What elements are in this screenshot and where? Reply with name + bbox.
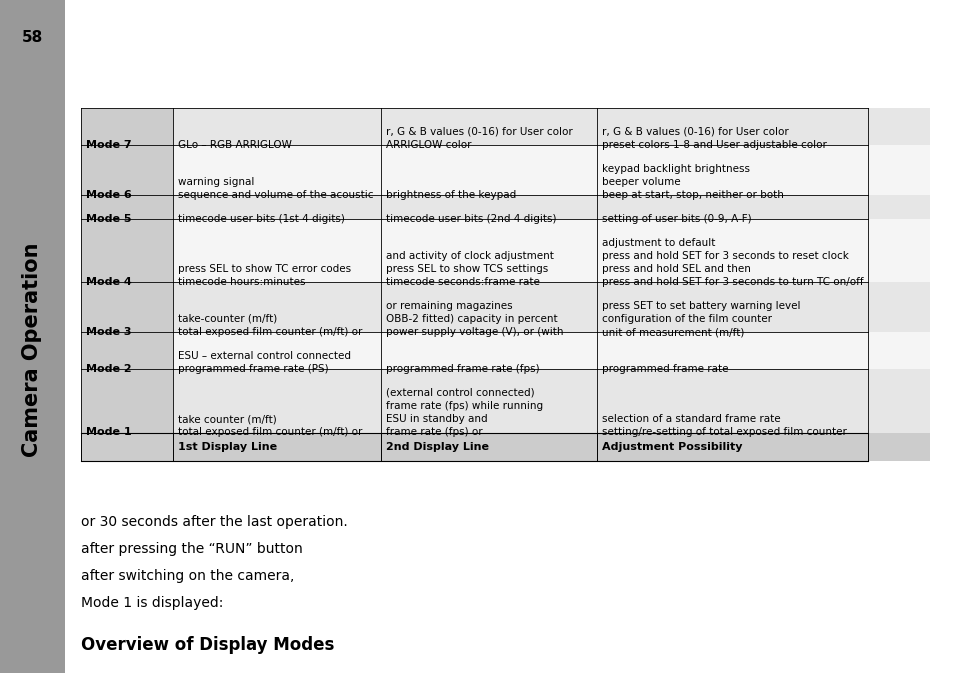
Bar (81, 145, 172, 195)
Text: and activity of clock adjustment: and activity of clock adjustment (385, 250, 553, 260)
Text: frame rate (fps) or: frame rate (fps) or (385, 427, 481, 437)
Text: timecode seconds:frame rate: timecode seconds:frame rate (385, 277, 538, 287)
Text: total exposed film counter (m/ft) or: total exposed film counter (m/ft) or (177, 327, 361, 337)
Text: selection of a standard frame rate: selection of a standard frame rate (601, 414, 780, 424)
Bar (81, 108, 172, 145)
Bar (81, 433, 929, 461)
Bar (81, 369, 172, 433)
Bar (0, 0, 65, 673)
Bar (81, 283, 172, 332)
Bar (81, 283, 929, 332)
Text: 58: 58 (22, 30, 43, 44)
Text: after switching on the camera,: after switching on the camera, (81, 569, 294, 583)
Bar (81, 369, 929, 433)
Bar (81, 219, 929, 283)
Bar (81, 332, 172, 369)
Bar (81, 108, 929, 145)
Text: preset colors 1-8 and User adjustable color: preset colors 1-8 and User adjustable co… (601, 140, 826, 149)
Text: timecode user bits (2nd 4 digits): timecode user bits (2nd 4 digits) (385, 214, 556, 223)
Text: Overview of Display Modes: Overview of Display Modes (81, 636, 335, 654)
Text: 2nd Display Line: 2nd Display Line (385, 442, 488, 452)
Text: programmed frame rate: programmed frame rate (601, 364, 728, 374)
Text: beeper volume: beeper volume (601, 177, 680, 186)
Text: brightness of the keypad: brightness of the keypad (385, 190, 516, 200)
Text: 1st Display Line: 1st Display Line (177, 442, 276, 452)
Text: setting/re-setting of total exposed film counter: setting/re-setting of total exposed film… (601, 427, 846, 437)
Text: Mode 5: Mode 5 (86, 214, 132, 223)
Text: configuration of the film counter: configuration of the film counter (601, 314, 771, 324)
Text: take-counter (m/ft): take-counter (m/ft) (177, 314, 276, 324)
Bar (81, 145, 929, 195)
Text: power supply voltage (V), or (with: power supply voltage (V), or (with (385, 327, 562, 337)
Text: warning signal: warning signal (177, 177, 253, 186)
Text: press and hold SET for 3 seconds to reset clock: press and hold SET for 3 seconds to rese… (601, 250, 848, 260)
Text: total exposed film counter (m/ft) or: total exposed film counter (m/ft) or (177, 427, 361, 437)
Text: programmed frame rate (PS): programmed frame rate (PS) (177, 364, 328, 374)
Text: unit of measurement (m/ft): unit of measurement (m/ft) (601, 327, 743, 337)
Text: Mode 4: Mode 4 (86, 277, 132, 287)
Text: r, G & B values (0-16) for User color: r, G & B values (0-16) for User color (385, 127, 572, 137)
Text: (external control connected): (external control connected) (385, 388, 534, 398)
Text: adjustment to default: adjustment to default (601, 238, 715, 248)
Text: Adjustment Possibility: Adjustment Possibility (601, 442, 741, 452)
Text: ARRIGLOW color: ARRIGLOW color (385, 140, 471, 149)
Text: or 30 seconds after the last operation.: or 30 seconds after the last operation. (81, 515, 348, 529)
Text: Mode 3: Mode 3 (86, 327, 132, 337)
Text: or remaining magazines: or remaining magazines (385, 301, 512, 311)
Text: GLo – RGB ARRIGLOW: GLo – RGB ARRIGLOW (177, 140, 291, 149)
Text: Mode 1: Mode 1 (86, 427, 132, 437)
Text: press SEL to show TCS settings: press SEL to show TCS settings (385, 264, 547, 274)
Text: Mode 6: Mode 6 (86, 190, 132, 200)
Text: Mode 7: Mode 7 (86, 140, 132, 149)
Text: ESU – external control connected: ESU – external control connected (177, 351, 350, 361)
Text: take counter (m/ft): take counter (m/ft) (177, 414, 276, 424)
Text: after pressing the “RUN” button: after pressing the “RUN” button (81, 542, 302, 556)
Text: press SEL to show TC error codes: press SEL to show TC error codes (177, 264, 351, 274)
Text: timecode hours:minutes: timecode hours:minutes (177, 277, 305, 287)
Text: Camera Operation: Camera Operation (23, 243, 42, 457)
Text: Mode 2: Mode 2 (86, 364, 132, 374)
Text: keypad backlight brightness: keypad backlight brightness (601, 164, 749, 174)
Text: setting of user bits (0-9, A-F): setting of user bits (0-9, A-F) (601, 214, 751, 223)
Text: r, G & B values (0-16) for User color: r, G & B values (0-16) for User color (601, 127, 788, 137)
Text: timecode user bits (1st 4 digits): timecode user bits (1st 4 digits) (177, 214, 344, 223)
Text: ESU in standby and: ESU in standby and (385, 414, 487, 424)
Text: programmed frame rate (fps): programmed frame rate (fps) (385, 364, 538, 374)
Text: frame rate (fps) while running: frame rate (fps) while running (385, 401, 542, 411)
Text: OBB-2 fitted) capacity in percent: OBB-2 fitted) capacity in percent (385, 314, 557, 324)
Text: press and hold SET for 3 seconds to turn TC on/off: press and hold SET for 3 seconds to turn… (601, 277, 862, 287)
Bar (81, 219, 172, 283)
Text: press and hold SEL and then: press and hold SEL and then (601, 264, 750, 274)
Bar (81, 332, 929, 369)
Bar (81, 195, 172, 219)
Text: beep at start, stop, neither or both: beep at start, stop, neither or both (601, 190, 783, 200)
Text: press SET to set battery warning level: press SET to set battery warning level (601, 301, 800, 311)
Bar (81, 195, 929, 219)
Text: sequence and volume of the acoustic: sequence and volume of the acoustic (177, 190, 373, 200)
Text: Mode 1 is displayed:: Mode 1 is displayed: (81, 596, 223, 610)
